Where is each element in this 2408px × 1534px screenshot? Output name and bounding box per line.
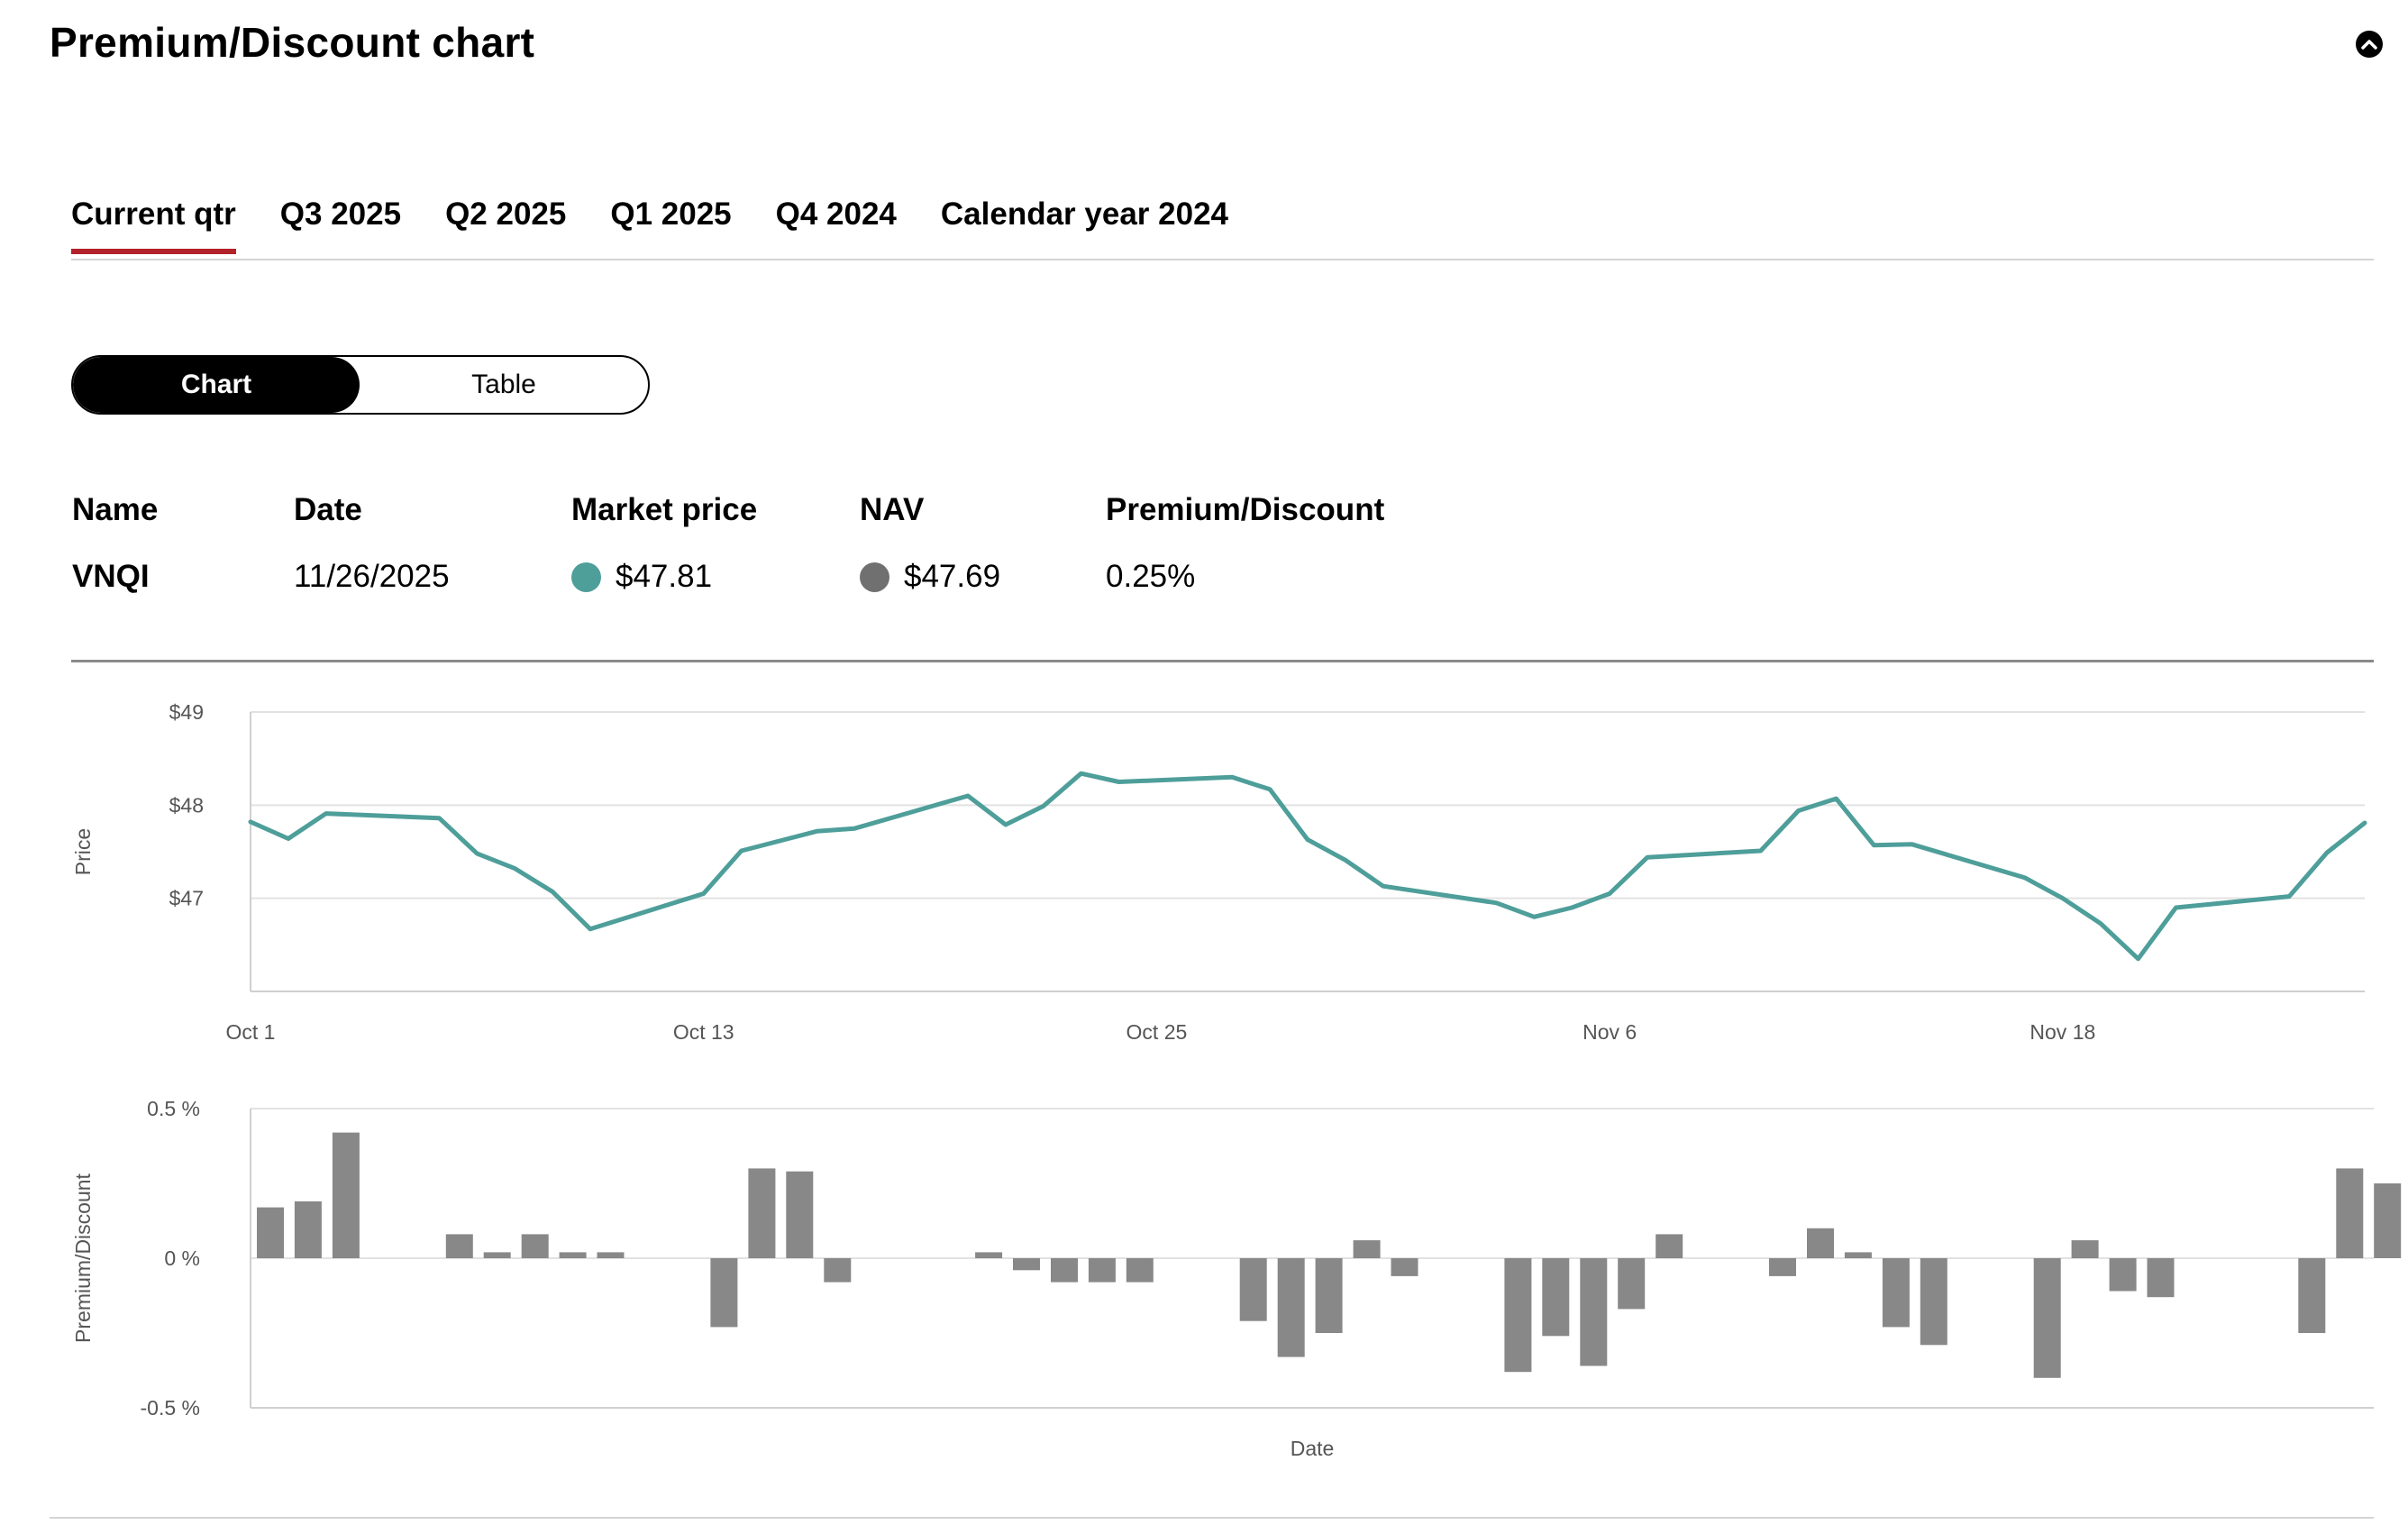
nav-header: NAV [860,492,925,527]
premium-discount-bar [1807,1228,1834,1258]
premium-discount-bar [1504,1258,1532,1373]
tab-q4-2024[interactable]: Q4 2024 [775,196,897,232]
premium-discount-bar [1013,1258,1040,1271]
premium-discount-bar [445,1234,473,1258]
y-axis-title: Price [71,828,95,875]
period-tabs: Current qtr Q3 2025 Q2 2025 Q1 2025 Q4 2… [71,196,1272,254]
premium-discount-bar [559,1252,587,1258]
market-price-value-wrap: $47.81 [571,559,712,595]
premium-discount-bar [1277,1258,1305,1357]
premium-discount-bar [2336,1168,2364,1258]
table-view-button[interactable]: Table [471,370,536,399]
premium-discount-bar [257,1207,284,1258]
market-price-value: $47.81 [616,559,713,594]
view-toggle: Chart Table [71,355,650,415]
as-of-date: 11/26/2025 [294,559,450,594]
nav-value: $47.69 [904,559,1001,594]
premium-discount-bar [1580,1258,1608,1366]
x-axis-title: Date [1291,1437,1335,1460]
tab-calendar-year-2024[interactable]: Calendar year 2024 [940,196,1229,232]
premium-discount-bar [1051,1258,1078,1283]
premium-discount-bar [1353,1240,1381,1258]
y-tick-label: 0 % [164,1246,200,1270]
y-tick-label: -0.5 % [141,1396,200,1420]
premium-discount-bar [1315,1258,1343,1333]
premium-discount-bar [1769,1258,1796,1276]
chevron-up-icon [2361,40,2377,50]
premium-discount-bar [710,1258,738,1328]
name-header: Name [72,492,159,527]
premium-discount-header: Premium/Discount [1106,492,1385,527]
page-title: Premium/Discount chart [50,19,535,66]
bottom-divider [50,1517,2374,1519]
premium-discount-bar [1618,1258,1646,1310]
date-header: Date [294,492,362,527]
premium-discount-bar [1239,1258,1267,1321]
premium-discount-value: 0.25% [1106,559,1196,594]
x-tick-label: Nov 18 [2029,1020,2095,1044]
tab-q1-2025[interactable]: Q1 2025 [610,196,732,232]
premium-discount-bar [1920,1258,1947,1346]
premium-discount-bar [1126,1258,1154,1283]
premium-discount-bar [1882,1258,1910,1328]
tabs-divider [71,259,2374,260]
nav-value-wrap: $47.69 [860,559,1000,595]
market-price-line [248,771,2367,962]
premium-discount-bar [294,1201,322,1258]
premium-discount-bar [748,1168,776,1258]
premium-discount-chart: -0.5 % 0 % 0.5 % Premium/Discount Date [71,1097,2402,1460]
tab-q3-2025[interactable]: Q3 2025 [279,196,402,232]
market-price-header: Market price [571,492,758,527]
premium-discount-bar [2033,1258,2061,1378]
premium-discount-bar [597,1252,625,1258]
premium-discount-bar [483,1252,511,1258]
premium-discount-bar [1542,1258,1570,1337]
y-tick-label: $49 [169,700,204,724]
nav-legend-dot [860,562,889,592]
premium-discount-bar [786,1171,814,1258]
premium-discount-bar [1391,1258,1418,1276]
premium-discount-bar [1656,1234,1683,1258]
premium-discount-bar [1088,1258,1116,1283]
x-tick-label: Nov 6 [1583,1020,1637,1044]
y-axis-title: Premium/Discount [71,1173,95,1342]
collapse-button[interactable] [2356,31,2383,58]
premium-discount-bar [2374,1183,2402,1258]
premium-discount-bar [824,1258,852,1283]
premium-discount-bar [2147,1258,2175,1298]
premium-discount-bar [2109,1258,2137,1292]
premium-discount-bar [975,1252,1003,1258]
premium-discount-bar [521,1234,549,1258]
y-tick-label: $47 [169,887,204,910]
x-tick-label: Oct 1 [226,1020,276,1044]
y-tick-label: 0.5 % [147,1097,200,1120]
market-price-legend-dot [571,562,601,592]
premium-discount-bar [332,1132,360,1258]
tab-q2-2025[interactable]: Q2 2025 [445,196,567,232]
y-tick-label: $48 [169,793,204,817]
tab-current-qtr[interactable]: Current qtr [71,196,236,254]
premium-discount-bar [1844,1252,1872,1258]
premium-discount-bar [2298,1258,2326,1333]
chart-divider [71,660,2374,662]
x-tick-label: Oct 25 [1126,1020,1188,1044]
chart-view-button[interactable]: Chart [73,357,360,413]
fund-name: VNQI [72,559,150,594]
premium-discount-bar [2071,1240,2099,1258]
price-chart: $47 $48 $49 Price Oct 1 Oct 13 Oct 25 Nov 6 Nov … [71,700,2367,1044]
x-tick-label: Oct 13 [673,1020,734,1044]
